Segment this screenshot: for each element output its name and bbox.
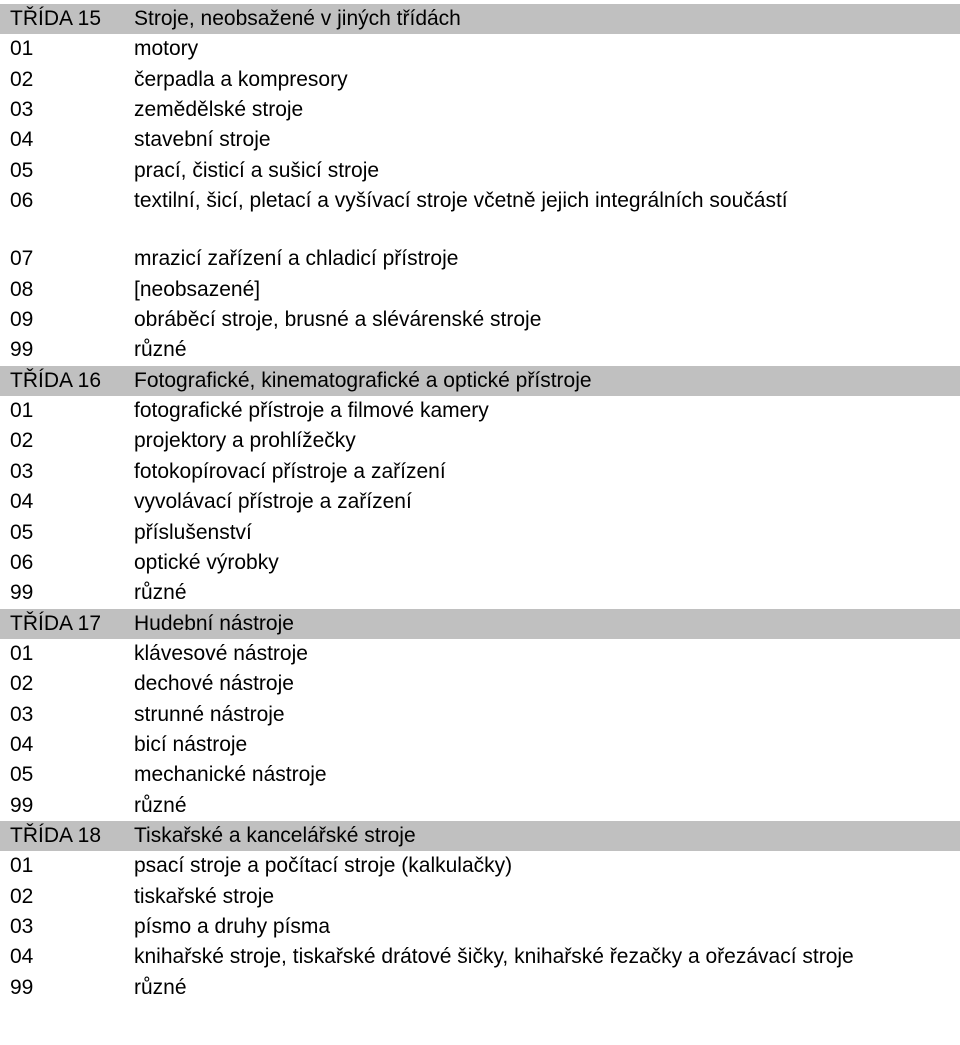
class-item-row: 03zemědělské stroje [0, 95, 960, 125]
item-text: optické výrobky [134, 549, 948, 577]
item-text: projektory a prohlížečky [134, 427, 948, 455]
class-item-row: 04vyvolávací přístroje a zařízení [0, 487, 960, 517]
item-text: různé [134, 974, 948, 1002]
class-item-row: 02projektory a prohlížečky [0, 426, 960, 456]
item-code: 99 [10, 974, 134, 1002]
item-code: 04 [10, 731, 134, 759]
item-code: 07 [10, 245, 134, 273]
item-code: 08 [10, 276, 134, 304]
class-item-row: 01psací stroje a počítací stroje (kalkul… [0, 851, 960, 881]
spacer [0, 216, 960, 244]
item-code: 01 [10, 397, 134, 425]
class-code: TŘÍDA 18 [10, 822, 134, 850]
item-text: psací stroje a počítací stroje (kalkulač… [134, 852, 948, 880]
classification-list: TŘÍDA 15Stroje, neobsažené v jiných tříd… [0, 4, 960, 1003]
item-text: různé [134, 336, 948, 364]
class-title: Tiskařské a kancelářské stroje [134, 822, 948, 850]
item-code: 02 [10, 66, 134, 94]
class-item-row: 05prací, čisticí a sušicí stroje [0, 156, 960, 186]
item-code: 01 [10, 852, 134, 880]
class-code: TŘÍDA 16 [10, 367, 134, 395]
item-code: 06 [10, 549, 134, 577]
class-item-row: 07mrazicí zařízení a chladicí přístroje [0, 244, 960, 274]
class-item-row: 02dechové nástroje [0, 669, 960, 699]
item-text: strunné nástroje [134, 701, 948, 729]
item-text: čerpadla a kompresory [134, 66, 948, 94]
item-code: 09 [10, 306, 134, 334]
class-item-row: 02čerpadla a kompresory [0, 65, 960, 95]
item-text: knihařské stroje, tiskařské drátové šičk… [134, 943, 948, 971]
class-item-row: 99různé [0, 578, 960, 608]
item-text: dechové nástroje [134, 670, 948, 698]
class-item-row: 01motory [0, 34, 960, 64]
item-text: vyvolávací přístroje a zařízení [134, 488, 948, 516]
item-text: různé [134, 579, 948, 607]
item-text: motory [134, 35, 948, 63]
class-item-row: 99různé [0, 335, 960, 365]
item-text: [neobsazené] [134, 276, 948, 304]
class-item-row: 04bicí nástroje [0, 730, 960, 760]
item-text: fotografické přístroje a filmové kamery [134, 397, 948, 425]
class-item-row: 04knihařské stroje, tiskařské drátové ši… [0, 942, 960, 972]
item-code: 03 [10, 458, 134, 486]
class-item-row: 01klávesové nástroje [0, 639, 960, 669]
item-text: prací, čisticí a sušicí stroje [134, 157, 948, 185]
class-code: TŘÍDA 15 [10, 5, 134, 33]
item-text: stavební stroje [134, 126, 948, 154]
item-code: 99 [10, 792, 134, 820]
item-code: 99 [10, 336, 134, 364]
item-text: bicí nástroje [134, 731, 948, 759]
class-title: Hudební nástroje [134, 610, 948, 638]
item-code: 05 [10, 157, 134, 185]
class-title: Fotografické, kinematografické a optické… [134, 367, 948, 395]
class-item-row: 09obráběcí stroje, brusné a slévárenské … [0, 305, 960, 335]
item-text: příslušenství [134, 519, 948, 547]
class-item-row: 99různé [0, 791, 960, 821]
item-text: klávesové nástroje [134, 640, 948, 668]
item-code: 01 [10, 640, 134, 668]
item-text: různé [134, 792, 948, 820]
item-code: 01 [10, 35, 134, 63]
class-header-row: TŘÍDA 15Stroje, neobsažené v jiných tříd… [0, 4, 960, 34]
item-code: 06 [10, 187, 134, 215]
class-item-row: 03písmo a druhy písma [0, 912, 960, 942]
class-header-row: TŘÍDA 16Fotografické, kinematografické a… [0, 366, 960, 396]
item-code: 02 [10, 883, 134, 911]
item-text: písmo a druhy písma [134, 913, 948, 941]
item-text: fotokopírovací přístroje a zařízení [134, 458, 948, 486]
class-title: Stroje, neobsažené v jiných třídách [134, 5, 948, 33]
item-code: 04 [10, 126, 134, 154]
class-item-row: 06optické výrobky [0, 548, 960, 578]
class-item-row: 05příslušenství [0, 518, 960, 548]
item-code: 03 [10, 701, 134, 729]
class-item-row: 08[neobsazené] [0, 275, 960, 305]
item-text: zemědělské stroje [134, 96, 948, 124]
class-item-row: 03strunné nástroje [0, 700, 960, 730]
item-code: 99 [10, 579, 134, 607]
class-item-row: 03fotokopírovací přístroje a zařízení [0, 457, 960, 487]
item-text: obráběcí stroje, brusné a slévárenské st… [134, 306, 948, 334]
item-code: 02 [10, 670, 134, 698]
class-item-row: 04stavební stroje [0, 125, 960, 155]
item-text: textilní, šicí, pletací a vyšívací stroj… [134, 187, 948, 215]
item-code: 04 [10, 943, 134, 971]
item-text: tiskařské stroje [134, 883, 948, 911]
class-header-row: TŘÍDA 17Hudební nástroje [0, 609, 960, 639]
item-code: 05 [10, 519, 134, 547]
item-code: 04 [10, 488, 134, 516]
class-code: TŘÍDA 17 [10, 610, 134, 638]
class-item-row: 06textilní, šicí, pletací a vyšívací str… [0, 186, 960, 216]
item-text: mrazicí zařízení a chladicí přístroje [134, 245, 948, 273]
class-header-row: TŘÍDA 18Tiskařské a kancelářské stroje [0, 821, 960, 851]
class-item-row: 01fotografické přístroje a filmové kamer… [0, 396, 960, 426]
item-code: 03 [10, 96, 134, 124]
item-code: 05 [10, 761, 134, 789]
item-code: 03 [10, 913, 134, 941]
class-item-row: 02tiskařské stroje [0, 882, 960, 912]
class-item-row: 99různé [0, 973, 960, 1003]
item-text: mechanické nástroje [134, 761, 948, 789]
item-code: 02 [10, 427, 134, 455]
class-item-row: 05mechanické nástroje [0, 760, 960, 790]
